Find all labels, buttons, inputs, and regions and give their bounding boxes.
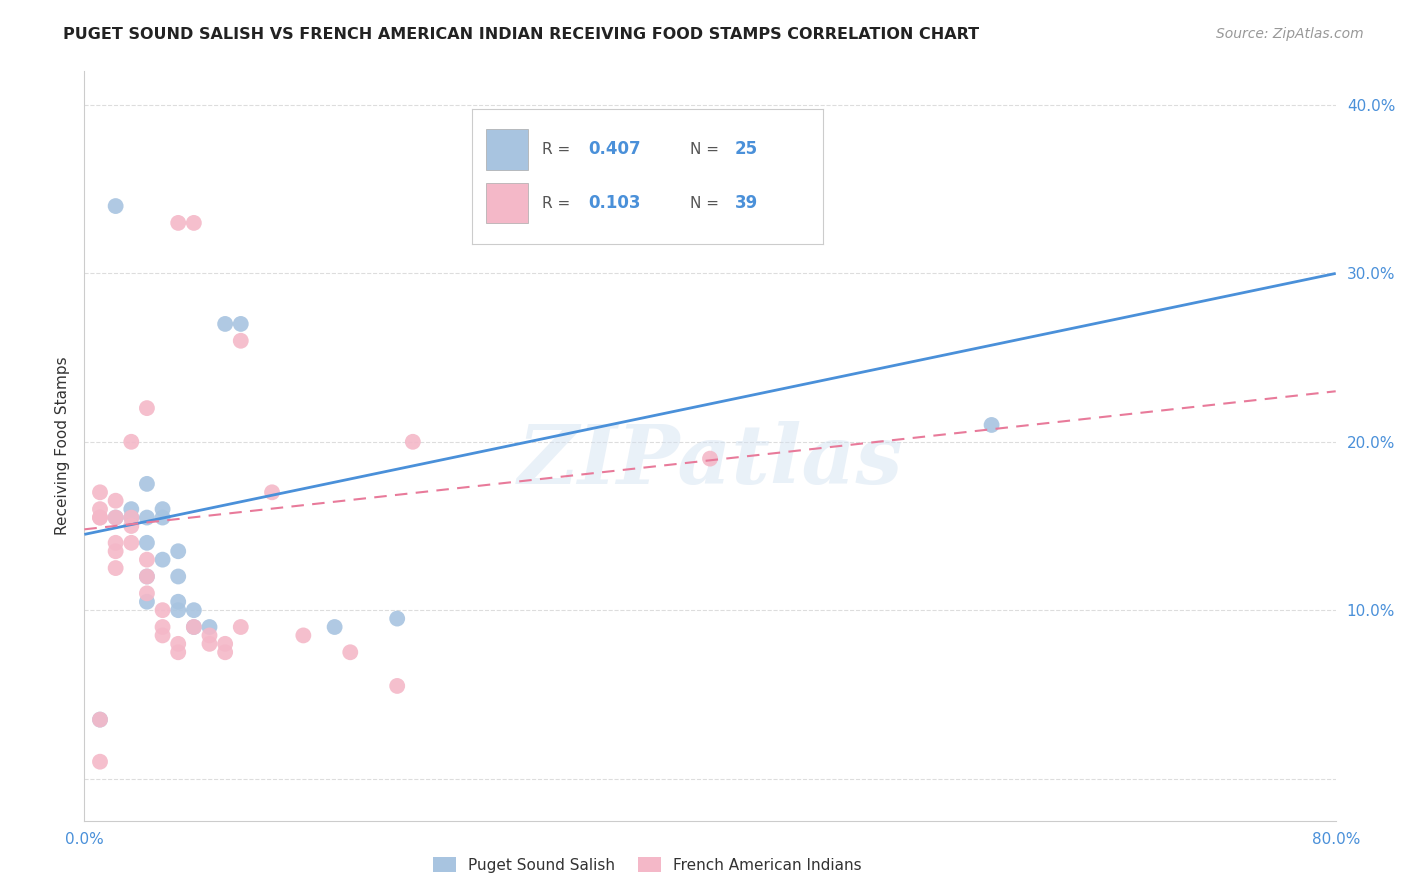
Point: [980, 417, 1002, 432]
Point: [104, 510, 127, 524]
Point: [699, 451, 721, 466]
Point: [120, 519, 142, 533]
Point: [229, 620, 252, 634]
Text: PUGET SOUND SALISH VS FRENCH AMERICAN INDIAN RECEIVING FOOD STAMPS CORRELATION C: PUGET SOUND SALISH VS FRENCH AMERICAN IN…: [63, 27, 980, 42]
Point: [183, 603, 205, 617]
Point: [167, 637, 190, 651]
Point: [120, 502, 142, 516]
Point: [402, 434, 425, 449]
Point: [104, 199, 127, 213]
Point: [89, 713, 111, 727]
Point: [385, 611, 409, 625]
Point: [136, 476, 159, 491]
Point: [89, 485, 111, 500]
Point: [339, 645, 361, 659]
Point: [152, 603, 174, 617]
Point: [120, 510, 142, 524]
Point: [167, 216, 190, 230]
Point: [229, 317, 252, 331]
Point: [323, 620, 346, 634]
Point: [89, 502, 111, 516]
Point: [183, 620, 205, 634]
Point: [136, 586, 159, 600]
Point: [104, 536, 127, 550]
Point: [262, 485, 284, 500]
Point: [167, 645, 190, 659]
Point: [89, 713, 111, 727]
Point: [214, 317, 236, 331]
Point: [89, 510, 111, 524]
Point: [136, 595, 159, 609]
Point: [167, 595, 190, 609]
Point: [89, 755, 111, 769]
Text: ZIPatlas: ZIPatlas: [517, 421, 903, 501]
Point: [152, 510, 174, 524]
Point: [198, 637, 221, 651]
Point: [120, 510, 142, 524]
Text: Source: ZipAtlas.com: Source: ZipAtlas.com: [1216, 27, 1364, 41]
Legend: Puget Sound Salish, French American Indians: Puget Sound Salish, French American Indi…: [426, 849, 869, 880]
Point: [229, 334, 252, 348]
Point: [152, 620, 174, 634]
Point: [152, 502, 174, 516]
Point: [89, 510, 111, 524]
Point: [136, 569, 159, 583]
Y-axis label: Receiving Food Stamps: Receiving Food Stamps: [55, 357, 70, 535]
Point: [152, 628, 174, 642]
Point: [167, 569, 190, 583]
Point: [292, 628, 315, 642]
Point: [104, 493, 127, 508]
Point: [104, 510, 127, 524]
Point: [136, 510, 159, 524]
Point: [120, 434, 142, 449]
Point: [198, 620, 221, 634]
Point: [120, 536, 142, 550]
Point: [152, 552, 174, 566]
Point: [183, 620, 205, 634]
Point: [214, 637, 236, 651]
Point: [214, 645, 236, 659]
Point: [183, 216, 205, 230]
Point: [385, 679, 409, 693]
Point: [136, 401, 159, 416]
Point: [167, 544, 190, 558]
Point: [198, 628, 221, 642]
Point: [136, 569, 159, 583]
Point: [104, 561, 127, 575]
Point: [104, 544, 127, 558]
Point: [167, 603, 190, 617]
Point: [136, 536, 159, 550]
Point: [136, 552, 159, 566]
